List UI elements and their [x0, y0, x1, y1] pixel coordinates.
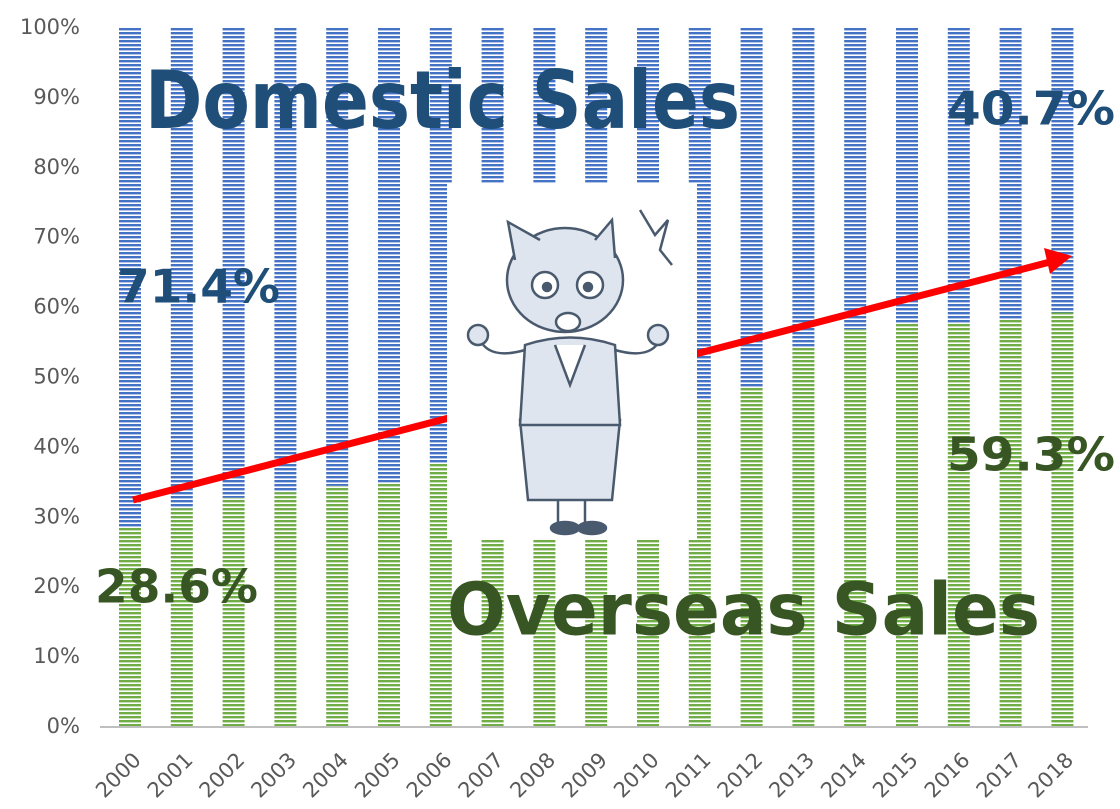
- y-tick-label: 40%: [33, 434, 80, 458]
- bar-segment: [222, 497, 245, 727]
- x-tick-label: 2016: [920, 748, 975, 803]
- y-tick-label: 30%: [33, 504, 80, 528]
- y-tick-label: 0%: [47, 714, 80, 738]
- x-tick-label: 2002: [195, 748, 250, 803]
- x-tick-label: 2013: [764, 748, 819, 803]
- x-tick-label: 2000: [91, 748, 146, 803]
- x-tick-label: 2006: [402, 748, 457, 803]
- x-tick-label: 2012: [713, 748, 768, 803]
- bar-segment: [378, 482, 400, 727]
- bar-segment: [999, 318, 1022, 727]
- x-tick-label: 2014: [816, 748, 871, 803]
- arrow-head: [1044, 248, 1072, 274]
- x-tick-label: 2009: [557, 748, 612, 803]
- bar-segment: [1051, 28, 1074, 313]
- y-tick-label: 60%: [33, 295, 80, 319]
- bar-segment: [378, 28, 400, 483]
- labels: Overseas Sales 28.6% 59.3% Domestic Sales 71…: [95, 54, 1115, 652]
- series-label: Domestic Sales: [145, 54, 740, 147]
- value-label: 28.6%: [95, 560, 258, 614]
- x-tick-label: 2015: [868, 748, 923, 803]
- value-label: 40.7%: [947, 82, 1115, 136]
- bar-segment: [429, 28, 452, 463]
- y-tick-label: 10%: [33, 644, 80, 668]
- bar-segment: [740, 28, 763, 388]
- bar-segment: [222, 28, 245, 498]
- x-tick-label: 2003: [246, 748, 301, 803]
- x-tick-label: 2005: [350, 748, 405, 803]
- bar-segment: [274, 28, 297, 493]
- x-tick-label: 2008: [505, 748, 560, 803]
- y-tick-label: 70%: [33, 225, 80, 249]
- value-label: 59.3%: [947, 428, 1115, 482]
- bar-segment: [844, 329, 867, 727]
- bar-segment: [429, 462, 452, 727]
- bar-segment: [947, 28, 970, 323]
- x-tick-label: 2007: [454, 748, 509, 803]
- x-tick-label: 2017: [972, 748, 1027, 803]
- bar-segment: [792, 28, 815, 347]
- x-tick-label: 2018: [1023, 748, 1078, 803]
- bar-segment: [844, 28, 867, 330]
- y-tick-label: 100%: [20, 15, 80, 39]
- y-tick-label: 80%: [33, 155, 80, 179]
- bar-segment: [896, 322, 918, 727]
- bar-segment: [119, 527, 141, 727]
- x-tick-label: 2010: [609, 748, 664, 803]
- bar-segment: [119, 28, 141, 528]
- y-tick-label: 90%: [33, 85, 80, 109]
- bar-segment: [896, 28, 918, 323]
- bar-segment: [740, 387, 763, 727]
- bar-segment: [170, 508, 193, 727]
- y-tick-label: 50%: [33, 365, 80, 389]
- bar-segment: [999, 28, 1022, 319]
- bar-segment: [274, 492, 297, 727]
- y-tick-label: 20%: [33, 574, 80, 598]
- bar-segment: [326, 28, 349, 486]
- bar-segment: [326, 485, 349, 727]
- value-label: 71.4%: [117, 260, 280, 314]
- bar-segment: [1051, 312, 1074, 727]
- x-tick-label: 2001: [143, 748, 198, 803]
- x-tick-label: 2011: [661, 748, 716, 803]
- series-label: Overseas Sales: [447, 568, 1040, 652]
- bar-segment: [947, 322, 970, 727]
- bar-segment: [792, 346, 815, 727]
- illustration: [447, 183, 697, 540]
- x-tick-label: 2004: [298, 748, 353, 803]
- bar-segment: [170, 28, 193, 509]
